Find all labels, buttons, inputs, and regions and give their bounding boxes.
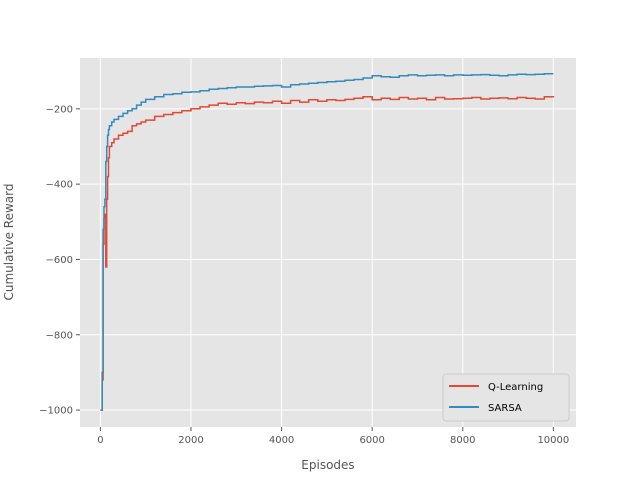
y-tick-label: −800 xyxy=(46,330,73,341)
grid xyxy=(80,58,576,427)
x-tick-label: 0 xyxy=(97,435,103,446)
legend: Q-Learning SARSA xyxy=(442,373,570,422)
legend-label-q-learning: Q-Learning xyxy=(488,382,543,393)
y-tick-label: −400 xyxy=(46,180,73,191)
x-tick-label: 10000 xyxy=(537,435,569,446)
x-tick-label: 4000 xyxy=(269,435,294,446)
x-tick-label: 8000 xyxy=(450,435,475,446)
axis-ticks: 0 2000 4000 6000 8000 10000 −1000 −800 −600 −400 −… xyxy=(39,104,569,446)
x-tick-label: 2000 xyxy=(178,435,203,446)
plot-area xyxy=(80,58,576,427)
series-lines xyxy=(100,73,555,411)
y-tick-label: −1000 xyxy=(39,406,73,417)
y-axis-label: Cumulative Reward xyxy=(2,184,16,301)
x-tick-label: 6000 xyxy=(359,435,384,446)
x-axis-label: Episodes xyxy=(301,458,354,472)
y-tick-label: −600 xyxy=(46,255,73,266)
legend-label-sarsa: SARSA xyxy=(488,403,522,414)
y-tick-label: −200 xyxy=(46,104,73,115)
series-line-q-learning xyxy=(100,96,555,411)
series-line-sarsa xyxy=(100,73,554,411)
